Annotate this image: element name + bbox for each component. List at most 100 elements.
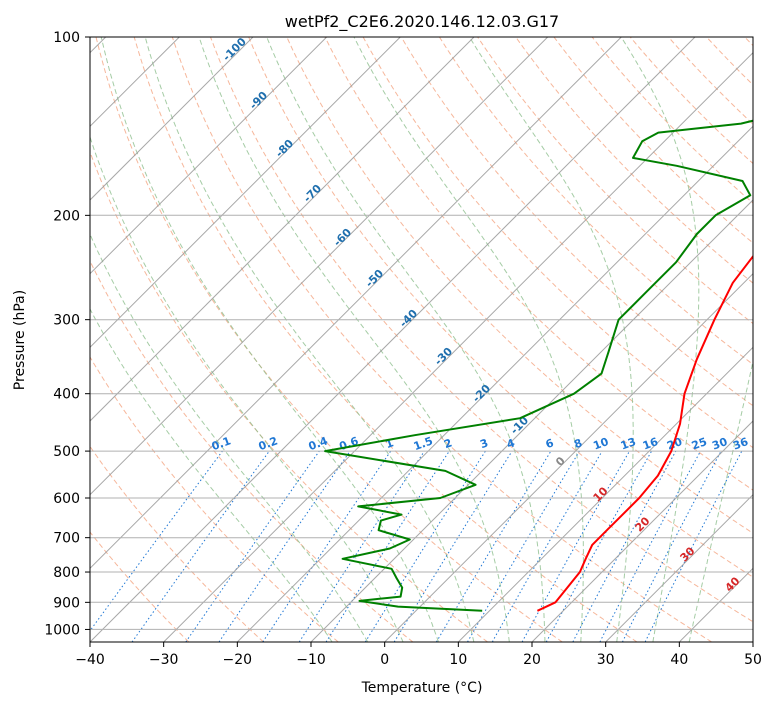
isotherm-label: -60 bbox=[331, 226, 354, 249]
isotherm-label: 30 bbox=[678, 544, 698, 564]
x-axis-ticks: −40 −30 −20 −10 0 10 20 30 40 50 bbox=[75, 642, 762, 668]
isotherm-line bbox=[605, 493, 753, 642]
moist-adiabat bbox=[100, 37, 439, 642]
mixing-ratio-label: 0.4 bbox=[307, 434, 330, 453]
sounding-profiles bbox=[324, 119, 753, 612]
mixing-ratio-label: 0.6 bbox=[338, 434, 361, 453]
mixing-ratio-label: 3 bbox=[478, 436, 490, 451]
moist-adiabat bbox=[620, 37, 700, 642]
moist-adiabat bbox=[90, 135, 404, 642]
isotherm-line bbox=[310, 199, 753, 642]
isotherm-line bbox=[90, 37, 475, 422]
x-tick-label: 40 bbox=[670, 652, 688, 668]
y-tick-label: 1000 bbox=[44, 622, 80, 638]
x-tick-label: −40 bbox=[75, 652, 105, 668]
mixing-ratio-label: 13 bbox=[619, 435, 638, 452]
dry-adiabat bbox=[90, 150, 488, 642]
isotherm-label: 20 bbox=[633, 514, 653, 534]
y-tick-label: 200 bbox=[53, 208, 80, 224]
mixing-ratio-line bbox=[298, 450, 425, 642]
x-tick-label: 30 bbox=[597, 652, 615, 668]
x-tick-label: −10 bbox=[296, 652, 326, 668]
dry-adiabat bbox=[400, 37, 753, 407]
mixing-ratio-labels: 0.1 0.2 0.4 0.6 1 1.5 2 3 4 6 8 10 13 16 20 25 30 36 bbox=[210, 434, 751, 453]
x-tick-label: −20 bbox=[223, 652, 253, 668]
mixing-ratio-line bbox=[131, 450, 270, 642]
isotherm-label: -20 bbox=[470, 382, 493, 405]
moist-adiabat bbox=[266, 37, 546, 642]
y-tick-label: 600 bbox=[53, 491, 80, 507]
isotherm-label: 40 bbox=[723, 574, 743, 594]
moist-adiabat bbox=[90, 232, 369, 642]
background-lines bbox=[90, 10, 775, 642]
mixing-ratio-line bbox=[521, 450, 630, 642]
mixing-ratio-line bbox=[90, 450, 223, 632]
isotherm-label: -50 bbox=[363, 267, 386, 290]
mixing-ratio-line bbox=[393, 450, 513, 642]
dry-adiabat bbox=[591, 37, 753, 204]
dry-adiabat bbox=[133, 37, 638, 642]
isotherm-line bbox=[752, 641, 753, 642]
isotherm-label: -10 bbox=[508, 414, 531, 437]
isotherm-label: -30 bbox=[432, 345, 455, 368]
isotherm-label: -100 bbox=[220, 35, 249, 64]
moist-adiabat bbox=[469, 37, 634, 642]
moist-adiabat bbox=[144, 37, 475, 642]
dry-adiabat bbox=[438, 37, 753, 366]
isotherm-line bbox=[236, 125, 753, 642]
dry-adiabat bbox=[286, 37, 753, 534]
y-axis-ticks: 100 200 300 400 500 600 700 800 900 1000 bbox=[44, 30, 90, 638]
mixing-ratio-label: 20 bbox=[665, 435, 684, 453]
mixing-ratio-line bbox=[621, 450, 722, 642]
dry-adiabat bbox=[248, 37, 753, 578]
dry-adiabat bbox=[705, 37, 753, 86]
isotherm-line bbox=[90, 37, 254, 201]
mixing-ratio-label: 0.2 bbox=[257, 434, 280, 453]
x-tick-label: 0 bbox=[380, 652, 389, 668]
pressure-gridlines bbox=[90, 37, 753, 630]
y-tick-label: 500 bbox=[53, 444, 80, 460]
isotherm-line bbox=[163, 51, 753, 642]
mixing-ratio-label: 16 bbox=[641, 435, 660, 453]
mixing-ratio-line bbox=[545, 450, 653, 642]
mixing-ratio-line bbox=[185, 450, 320, 642]
moist-adiabat bbox=[90, 308, 333, 642]
chart-title: wetPf2_C2E6.2020.146.12.03.G17 bbox=[285, 12, 559, 32]
y-axis-title: Pressure (hPa) bbox=[12, 290, 28, 390]
isotherm-label: -70 bbox=[301, 182, 324, 205]
isotherm-line bbox=[90, 37, 696, 642]
mixing-ratio-label: 1.5 bbox=[412, 434, 435, 453]
isotherm-line bbox=[90, 37, 622, 570]
mixing-ratio-label: 6 bbox=[544, 436, 556, 451]
x-axis-title: Temperature (°C) bbox=[361, 680, 483, 696]
mixing-ratio-label: 4 bbox=[505, 436, 517, 451]
dry-adiabat bbox=[553, 37, 753, 244]
mixing-ratio-line bbox=[262, 450, 392, 642]
isotherm-label: -80 bbox=[273, 137, 296, 160]
mixing-ratio-label: 2 bbox=[442, 436, 454, 451]
y-tick-label: 300 bbox=[53, 313, 80, 329]
y-tick-label: 100 bbox=[53, 30, 80, 46]
isotherm-line bbox=[90, 37, 549, 496]
dry-adiabat bbox=[756, 10, 775, 642]
y-tick-label: 900 bbox=[53, 595, 80, 611]
isotherm-line bbox=[457, 346, 753, 642]
mixing-ratio-label: 10 bbox=[591, 435, 610, 453]
dry-adiabat bbox=[629, 37, 753, 165]
dry-adiabat bbox=[90, 356, 339, 642]
isotherm-line bbox=[531, 420, 753, 642]
mixing-ratio-line bbox=[644, 450, 743, 642]
isotherm-label: 10 bbox=[591, 484, 611, 504]
moist-adiabat bbox=[353, 37, 584, 642]
mixing-ratio-label: 1 bbox=[384, 436, 396, 451]
isotherm-line bbox=[384, 272, 753, 642]
dry-adiabat bbox=[477, 37, 753, 325]
dry-adiabat bbox=[90, 531, 190, 642]
x-tick-label: −30 bbox=[149, 652, 179, 668]
y-tick-label: 400 bbox=[53, 387, 80, 403]
mixing-ratio-label: 0.1 bbox=[210, 434, 233, 453]
dry-adiabat bbox=[744, 37, 753, 47]
dry-adiabat bbox=[324, 37, 753, 491]
mixing-ratio-label: 36 bbox=[731, 435, 750, 453]
